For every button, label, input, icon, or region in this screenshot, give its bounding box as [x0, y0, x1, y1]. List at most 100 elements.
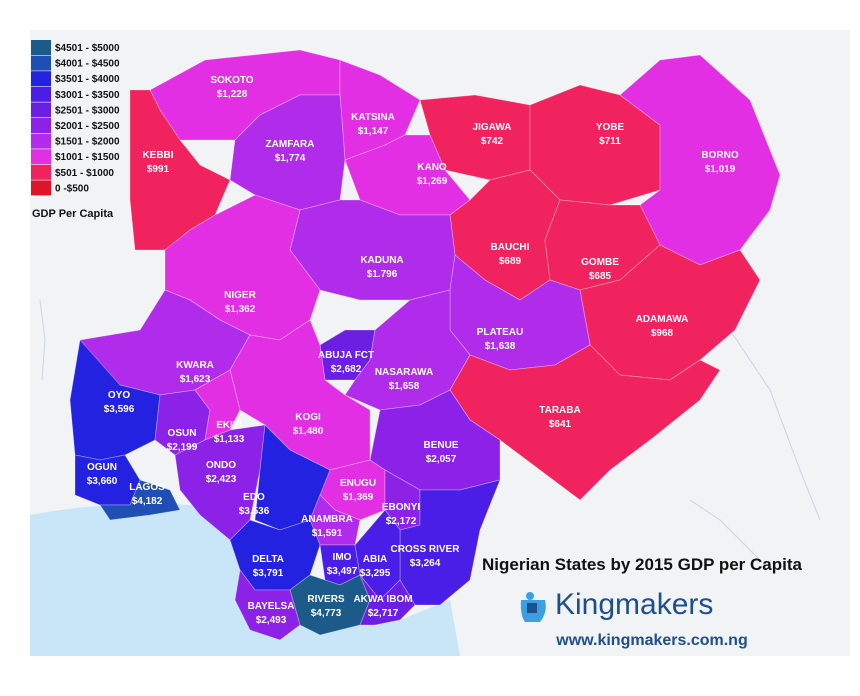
legend-label: $501 - $1000	[55, 168, 114, 179]
legend-label: $3501 - $4000	[55, 74, 120, 85]
state-name-label: OSUN	[168, 428, 197, 439]
state-value-label: $2,423	[206, 474, 237, 485]
state-value-label: $2,717	[368, 608, 399, 619]
state-labels: SOKOTO $1,228 KATSINA $1,147 JIGAWA $742 YOBE $…	[87, 75, 739, 626]
legend-label: $1501 - $2000	[55, 137, 120, 148]
state-name-label: NASARAWA	[375, 367, 433, 378]
state-zamfara-region	[229, 94, 346, 211]
state-name-label: DELTA	[252, 554, 284, 565]
state-name-label: YOBE	[596, 122, 625, 133]
legend-swatch	[31, 133, 51, 149]
legend: $4501 - $5000 $4001 - $4500 $3501 - $4000 $…	[31, 40, 120, 220]
legend-label: 0 -$500	[55, 183, 89, 194]
state-value-label: $1,369	[343, 492, 374, 503]
state-name-label: EBONYI	[382, 502, 421, 513]
state-name-label: TARABA	[539, 405, 580, 416]
state-name-label: KADUNA	[360, 255, 403, 266]
state-name-label: SOKOTO	[210, 75, 253, 86]
state-name-label: BORNO	[701, 150, 738, 161]
state-name-label: CROSS RIVER	[391, 544, 461, 555]
state-name-label: KANO	[417, 162, 447, 173]
legend-swatch	[31, 164, 51, 180]
state-value-label: $3,660	[87, 476, 118, 487]
brand-logo: Kingmakers	[520, 588, 713, 622]
state-value-label: $3,295	[360, 568, 391, 579]
state-lagos-region	[99, 479, 181, 521]
legend-swatch	[31, 180, 51, 196]
west-border-line	[39, 299, 46, 381]
state-name-label: ENUGU	[340, 478, 376, 489]
state-value-label: $2,172	[386, 516, 417, 527]
state-name-label: NIGER	[224, 290, 256, 301]
state-value-label: $1,638	[485, 341, 516, 352]
state-value-label: $3,497	[327, 566, 358, 577]
legend-label: $4001 - $4500	[55, 59, 120, 70]
nigeria-map: SOKOTO $1,228 KATSINA $1,147 JIGAWA $742 YOBE $…	[30, 30, 850, 656]
state-value-label: $3,791	[253, 568, 284, 579]
state-name-label: ABUJA FCT	[318, 350, 374, 361]
state-name-label: IMO	[333, 552, 352, 563]
state-value-label: $689	[499, 256, 522, 267]
state-value-label: $1,591	[312, 528, 343, 539]
legend-label: $2001 - $2500	[55, 121, 120, 132]
brand-name: Kingmakers	[555, 588, 713, 621]
legend-label: $2501 - $3000	[55, 105, 120, 116]
legend-title: GDP Per Capita	[32, 208, 114, 220]
map-frame: SOKOTO $1,228 KATSINA $1,147 JIGAWA $742 YOBE $…	[30, 30, 850, 656]
state-taraba-region	[449, 344, 721, 501]
country-border-lines	[689, 329, 821, 561]
state-name-label: KEBBI	[142, 150, 173, 161]
state-name-label: RIVERS	[307, 594, 345, 605]
state-name-label: PLATEAU	[477, 327, 523, 338]
legend-swatch	[31, 86, 51, 102]
state-name-label: ZAMFARA	[266, 139, 315, 150]
state-name-label: GOMBE	[581, 257, 619, 268]
state-regions	[69, 49, 781, 641]
legend-swatch	[31, 102, 51, 118]
legend-swatch	[31, 40, 51, 55]
state-value-label: $1,623	[180, 374, 211, 385]
brand-icon	[520, 592, 546, 622]
state-value-label: $3,264	[410, 558, 441, 569]
state-name-label: OYO	[108, 390, 130, 401]
state-value-label: $3,596	[104, 404, 135, 415]
state-value-label: $968	[651, 328, 674, 339]
state-name-label: EKITI	[216, 420, 242, 431]
state-name-label: JIGAWA	[473, 122, 512, 133]
state-value-label: $991	[147, 164, 170, 175]
state-value-label: $1,019	[705, 164, 736, 175]
legend-swatch	[31, 55, 51, 71]
state-name-label: ABIA	[363, 554, 387, 565]
state-value-label: $4,182	[132, 496, 163, 507]
state-value-label: $1,480	[293, 426, 324, 437]
legend-label: $1001 - $1500	[55, 152, 120, 163]
state-kogi-region	[229, 319, 371, 471]
state-value-label: $2,682	[331, 364, 362, 375]
state-name-label: BAYELSA	[248, 601, 295, 612]
state-value-label: $685	[589, 271, 612, 282]
brand-url: www.kingmakers.com.ng	[555, 632, 747, 649]
state-bayelsa-region	[234, 569, 301, 641]
state-akwa-ibom-region	[359, 574, 416, 626]
state-value-label: $4,773	[311, 608, 342, 619]
legend-swatch	[31, 118, 51, 133]
state-value-label: $1,658	[389, 381, 420, 392]
state-cross-river-region	[399, 479, 501, 606]
state-name-label: EDO	[243, 492, 265, 503]
state-name-label: ANAMBRA	[301, 514, 353, 525]
state-value-label: $2,057	[426, 454, 457, 465]
legend-swatch	[31, 71, 51, 87]
map-title: Nigerian States by 2015 GDP per Capita	[482, 555, 803, 574]
state-name-label: AKWA IBOM	[353, 594, 412, 605]
state-value-label: $1,362	[225, 304, 256, 315]
state-value-label: $1,147	[358, 126, 389, 137]
state-value-label: $1,133	[214, 434, 245, 445]
state-value-label: $1.796	[367, 269, 398, 280]
ocean	[30, 503, 460, 656]
state-value-label: $711	[599, 136, 621, 147]
legend-label: $3001 - $3500	[55, 90, 120, 101]
state-kebbi-region	[129, 89, 231, 251]
state-value-label: $2,199	[167, 442, 198, 453]
state-value-label: $1,774	[275, 153, 306, 164]
state-name-label: ADAMAWA	[636, 314, 689, 325]
